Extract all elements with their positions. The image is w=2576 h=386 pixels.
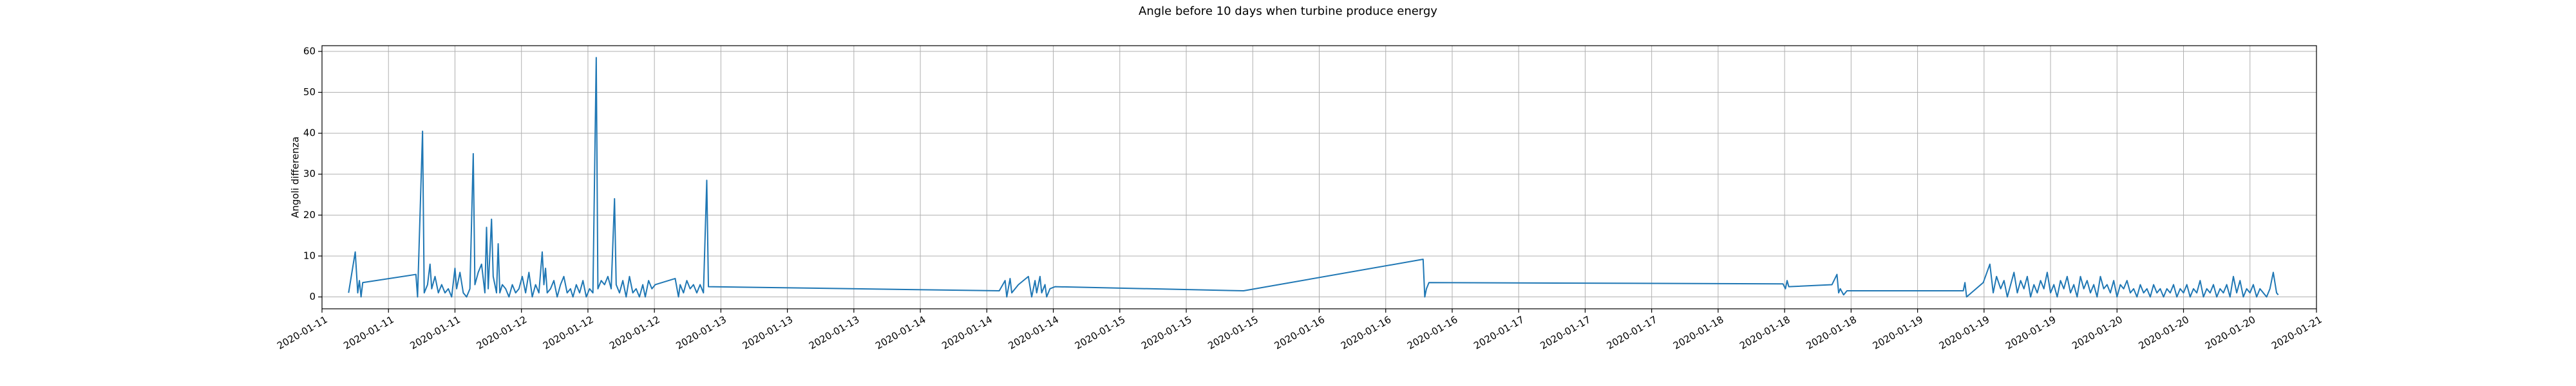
- data-line: [348, 57, 2279, 298]
- y-tick-label: 10: [303, 250, 316, 261]
- y-tick-label: 50: [303, 86, 316, 98]
- y-axis-label: Angoli differenza: [290, 136, 301, 217]
- y-tick-label: 40: [303, 127, 316, 139]
- y-tick-label: 0: [309, 291, 316, 302]
- chart-title: Angle before 10 days when turbine produc…: [1139, 5, 1437, 18]
- y-tick-label: 30: [303, 168, 316, 179]
- y-tick-label: 60: [303, 45, 316, 57]
- plot-frame: [321, 45, 2317, 309]
- y-tick-label: 20: [303, 209, 316, 221]
